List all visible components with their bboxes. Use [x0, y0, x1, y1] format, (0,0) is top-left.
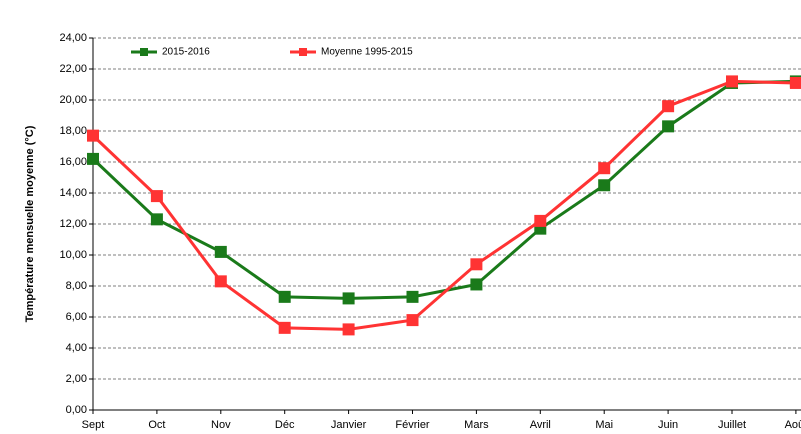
- y-axis-label: Température mensuelle moyenne (°C): [24, 125, 36, 322]
- y-tick-label: 6,00: [66, 311, 87, 323]
- y-tick-label: 14,00: [59, 187, 87, 199]
- y-tick-label: 24,00: [59, 32, 87, 44]
- marker: [214, 245, 227, 258]
- marker: [150, 213, 163, 226]
- marker: [342, 323, 355, 336]
- marker: [662, 100, 675, 113]
- x-tick-label: Nov: [211, 419, 231, 431]
- x-tick-label: Janvier: [331, 419, 367, 431]
- marker: [662, 120, 675, 133]
- x-tick-label: Février: [395, 419, 430, 431]
- legend-marker: [140, 48, 148, 56]
- y-tick-label: 8,00: [66, 280, 87, 292]
- marker: [87, 152, 99, 165]
- marker: [598, 179, 611, 192]
- y-tick-label: 4,00: [66, 342, 87, 354]
- series-line: [91, 79, 796, 300]
- marker: [726, 75, 738, 88]
- x-tick-label: Mars: [464, 419, 489, 431]
- marker: [87, 129, 99, 142]
- marker: [150, 190, 163, 203]
- y-tick-label: 0,00: [66, 404, 87, 416]
- marker: [470, 258, 483, 271]
- x-tick-label: Août: [785, 419, 801, 431]
- x-tick-label: Sept: [82, 419, 105, 431]
- x-tick-label: Juin: [658, 419, 678, 431]
- series-line: [91, 79, 796, 331]
- x-tick-label: Déc: [275, 419, 295, 431]
- y-tick-label: 16,00: [59, 156, 87, 168]
- x-tick-label: Avril: [530, 419, 551, 431]
- marker: [214, 275, 227, 288]
- marker: [789, 76, 801, 89]
- legend-label: Moyenne 1995-2015: [321, 47, 413, 58]
- marker: [598, 162, 611, 175]
- y-tick-label: 18,00: [59, 125, 87, 137]
- marker: [406, 290, 419, 303]
- y-tick-label: 12,00: [59, 218, 87, 230]
- x-tick-label: Juillet: [718, 419, 746, 431]
- marker: [470, 278, 483, 291]
- marker: [278, 321, 291, 334]
- y-tick-label: 20,00: [59, 94, 87, 106]
- x-tick-label: Mai: [595, 419, 613, 431]
- marker: [406, 314, 419, 327]
- legend-marker: [299, 48, 307, 56]
- y-tick-label: 2,00: [66, 373, 87, 385]
- marker: [278, 290, 291, 303]
- legend-label: 2015-2016: [162, 47, 210, 58]
- y-tick-label: 22,00: [59, 63, 87, 75]
- marker: [534, 214, 547, 227]
- marker: [342, 292, 355, 305]
- y-tick-label: 10,00: [59, 249, 87, 261]
- x-tick-label: Oct: [148, 419, 165, 431]
